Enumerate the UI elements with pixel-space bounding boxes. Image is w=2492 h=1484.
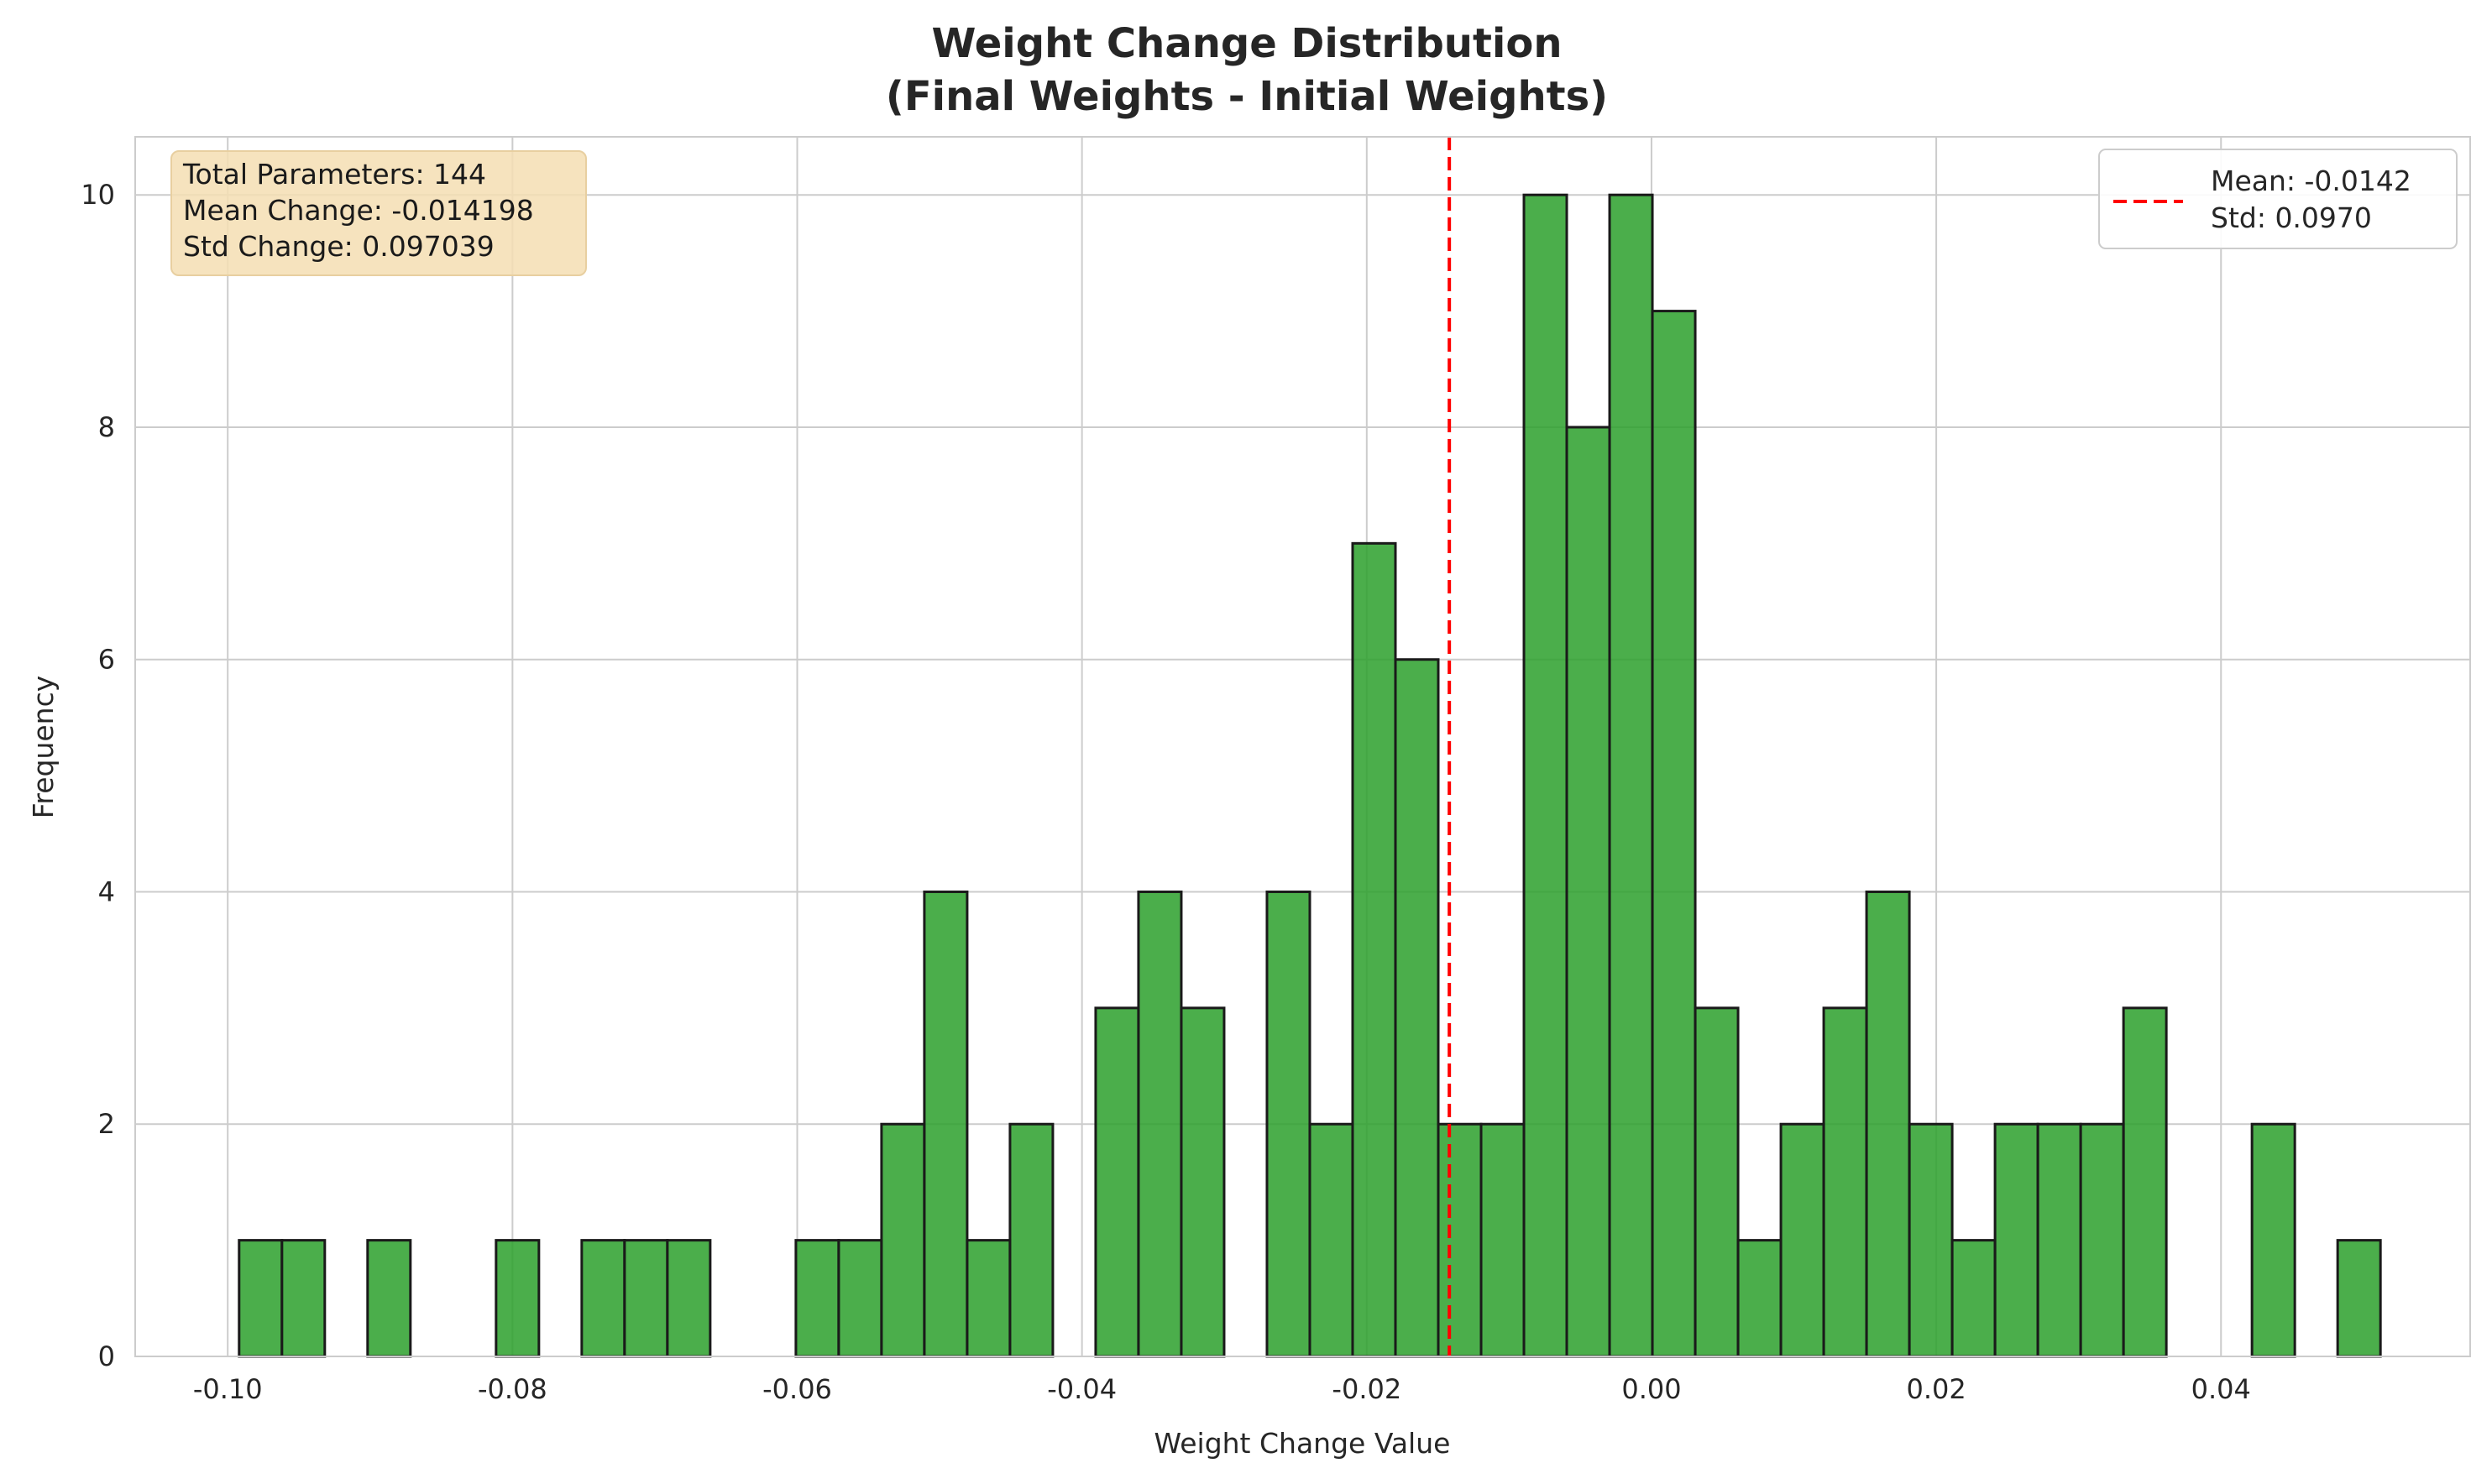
legend-std-label: Std: 0.0970 — [2211, 201, 2372, 234]
histogram-bar — [2122, 1006, 2168, 1358]
histogram-bar — [495, 1239, 541, 1358]
histogram-bar — [966, 1239, 1012, 1358]
histogram-bar — [1651, 310, 1697, 1358]
histogram-bar — [666, 1239, 712, 1358]
y-tick-label: 2 — [98, 1108, 115, 1140]
legend-mean-label: Mean: -0.0142 — [2211, 165, 2411, 197]
histogram-bar — [580, 1239, 626, 1358]
stats-total-parameters: Total Parameters: 144 — [182, 158, 486, 191]
x-tick-label: 0.00 — [1621, 1373, 1681, 1405]
x-tick-label: 0.02 — [1906, 1373, 1966, 1405]
histogram-bar — [1908, 1122, 1954, 1358]
plot-frame — [134, 136, 2471, 1357]
stats-box: Total Parameters: 144 Mean Change: -0.01… — [170, 150, 587, 276]
x-tick-label: -0.10 — [193, 1373, 263, 1405]
histogram-bar — [1779, 1122, 1825, 1358]
histogram-bar — [1137, 890, 1183, 1358]
histogram-bar — [1950, 1239, 1997, 1358]
histogram-bar — [2250, 1122, 2296, 1358]
x-tick-label: -0.08 — [478, 1373, 547, 1405]
histogram-bar — [1008, 1122, 1055, 1358]
histogram-bar — [1180, 1006, 1226, 1358]
histogram-bar — [1479, 1122, 1526, 1358]
y-tick-label: 0 — [98, 1340, 115, 1372]
y-tick-label: 4 — [98, 875, 115, 907]
histogram-bar — [1822, 1006, 1868, 1358]
histogram-bar — [2036, 1122, 2082, 1358]
chart-title-line-1: Weight Change Distribution — [931, 20, 1562, 67]
histogram-bar — [238, 1239, 284, 1358]
x-tick-label: -0.06 — [762, 1373, 832, 1405]
x-axis-label: Weight Change Value — [1154, 1427, 1451, 1460]
histogram-bar — [1351, 541, 1397, 1358]
histogram-bar — [1394, 658, 1440, 1358]
x-tick-label: -0.02 — [1332, 1373, 1401, 1405]
y-tick-label: 8 — [98, 411, 115, 443]
y-tick-label: 10 — [81, 179, 115, 211]
histogram-bar — [1608, 193, 1654, 1358]
histogram-bar — [280, 1239, 327, 1358]
histogram-bar — [1565, 426, 1611, 1358]
histogram-bar — [1736, 1239, 1783, 1358]
stats-box-background — [170, 150, 587, 276]
y-tick-label: 6 — [98, 644, 115, 676]
histogram-bar — [1522, 193, 1568, 1358]
histogram-bar — [923, 890, 969, 1358]
histogram-bar — [623, 1239, 669, 1358]
histogram-bar — [1308, 1122, 1354, 1358]
x-tick-label: 0.04 — [2191, 1373, 2251, 1405]
histogram-bar — [2336, 1239, 2382, 1358]
histogram-bar — [1865, 890, 1911, 1358]
histogram-bar — [1437, 1122, 1483, 1358]
histogram-bar — [366, 1239, 412, 1358]
y-axis-ticks: 0 2 4 6 8 10 — [81, 179, 115, 1372]
stats-mean-change: Mean Change: -0.014198 — [183, 194, 534, 227]
histogram-bar — [1094, 1006, 1140, 1358]
y-axis-label: Frequency — [27, 676, 60, 818]
histogram-bar — [2079, 1122, 2125, 1358]
chart-title: Weight Change Distribution (Final Weight… — [886, 20, 1608, 120]
histogram-bars — [238, 193, 2382, 1358]
x-axis-ticks: -0.10 -0.08 -0.06 -0.04 -0.02 0.00 0.02 0.04 — [193, 1373, 2251, 1405]
chart-title-line-2: (Final Weights - Initial Weights) — [886, 73, 1608, 120]
histogram-bar — [837, 1239, 883, 1358]
x-tick-label: -0.04 — [1047, 1373, 1117, 1405]
histogram-bar — [880, 1122, 926, 1358]
stats-std-change: Std Change: 0.097039 — [183, 230, 495, 263]
histogram-bar — [1694, 1006, 1740, 1358]
histogram-bar — [1265, 890, 1311, 1358]
legend: Mean: -0.0142 Std: 0.0970 — [2098, 149, 2458, 249]
histogram-bar — [794, 1239, 840, 1358]
histogram-bar — [1993, 1122, 2039, 1358]
legend-frame — [2098, 149, 2458, 249]
